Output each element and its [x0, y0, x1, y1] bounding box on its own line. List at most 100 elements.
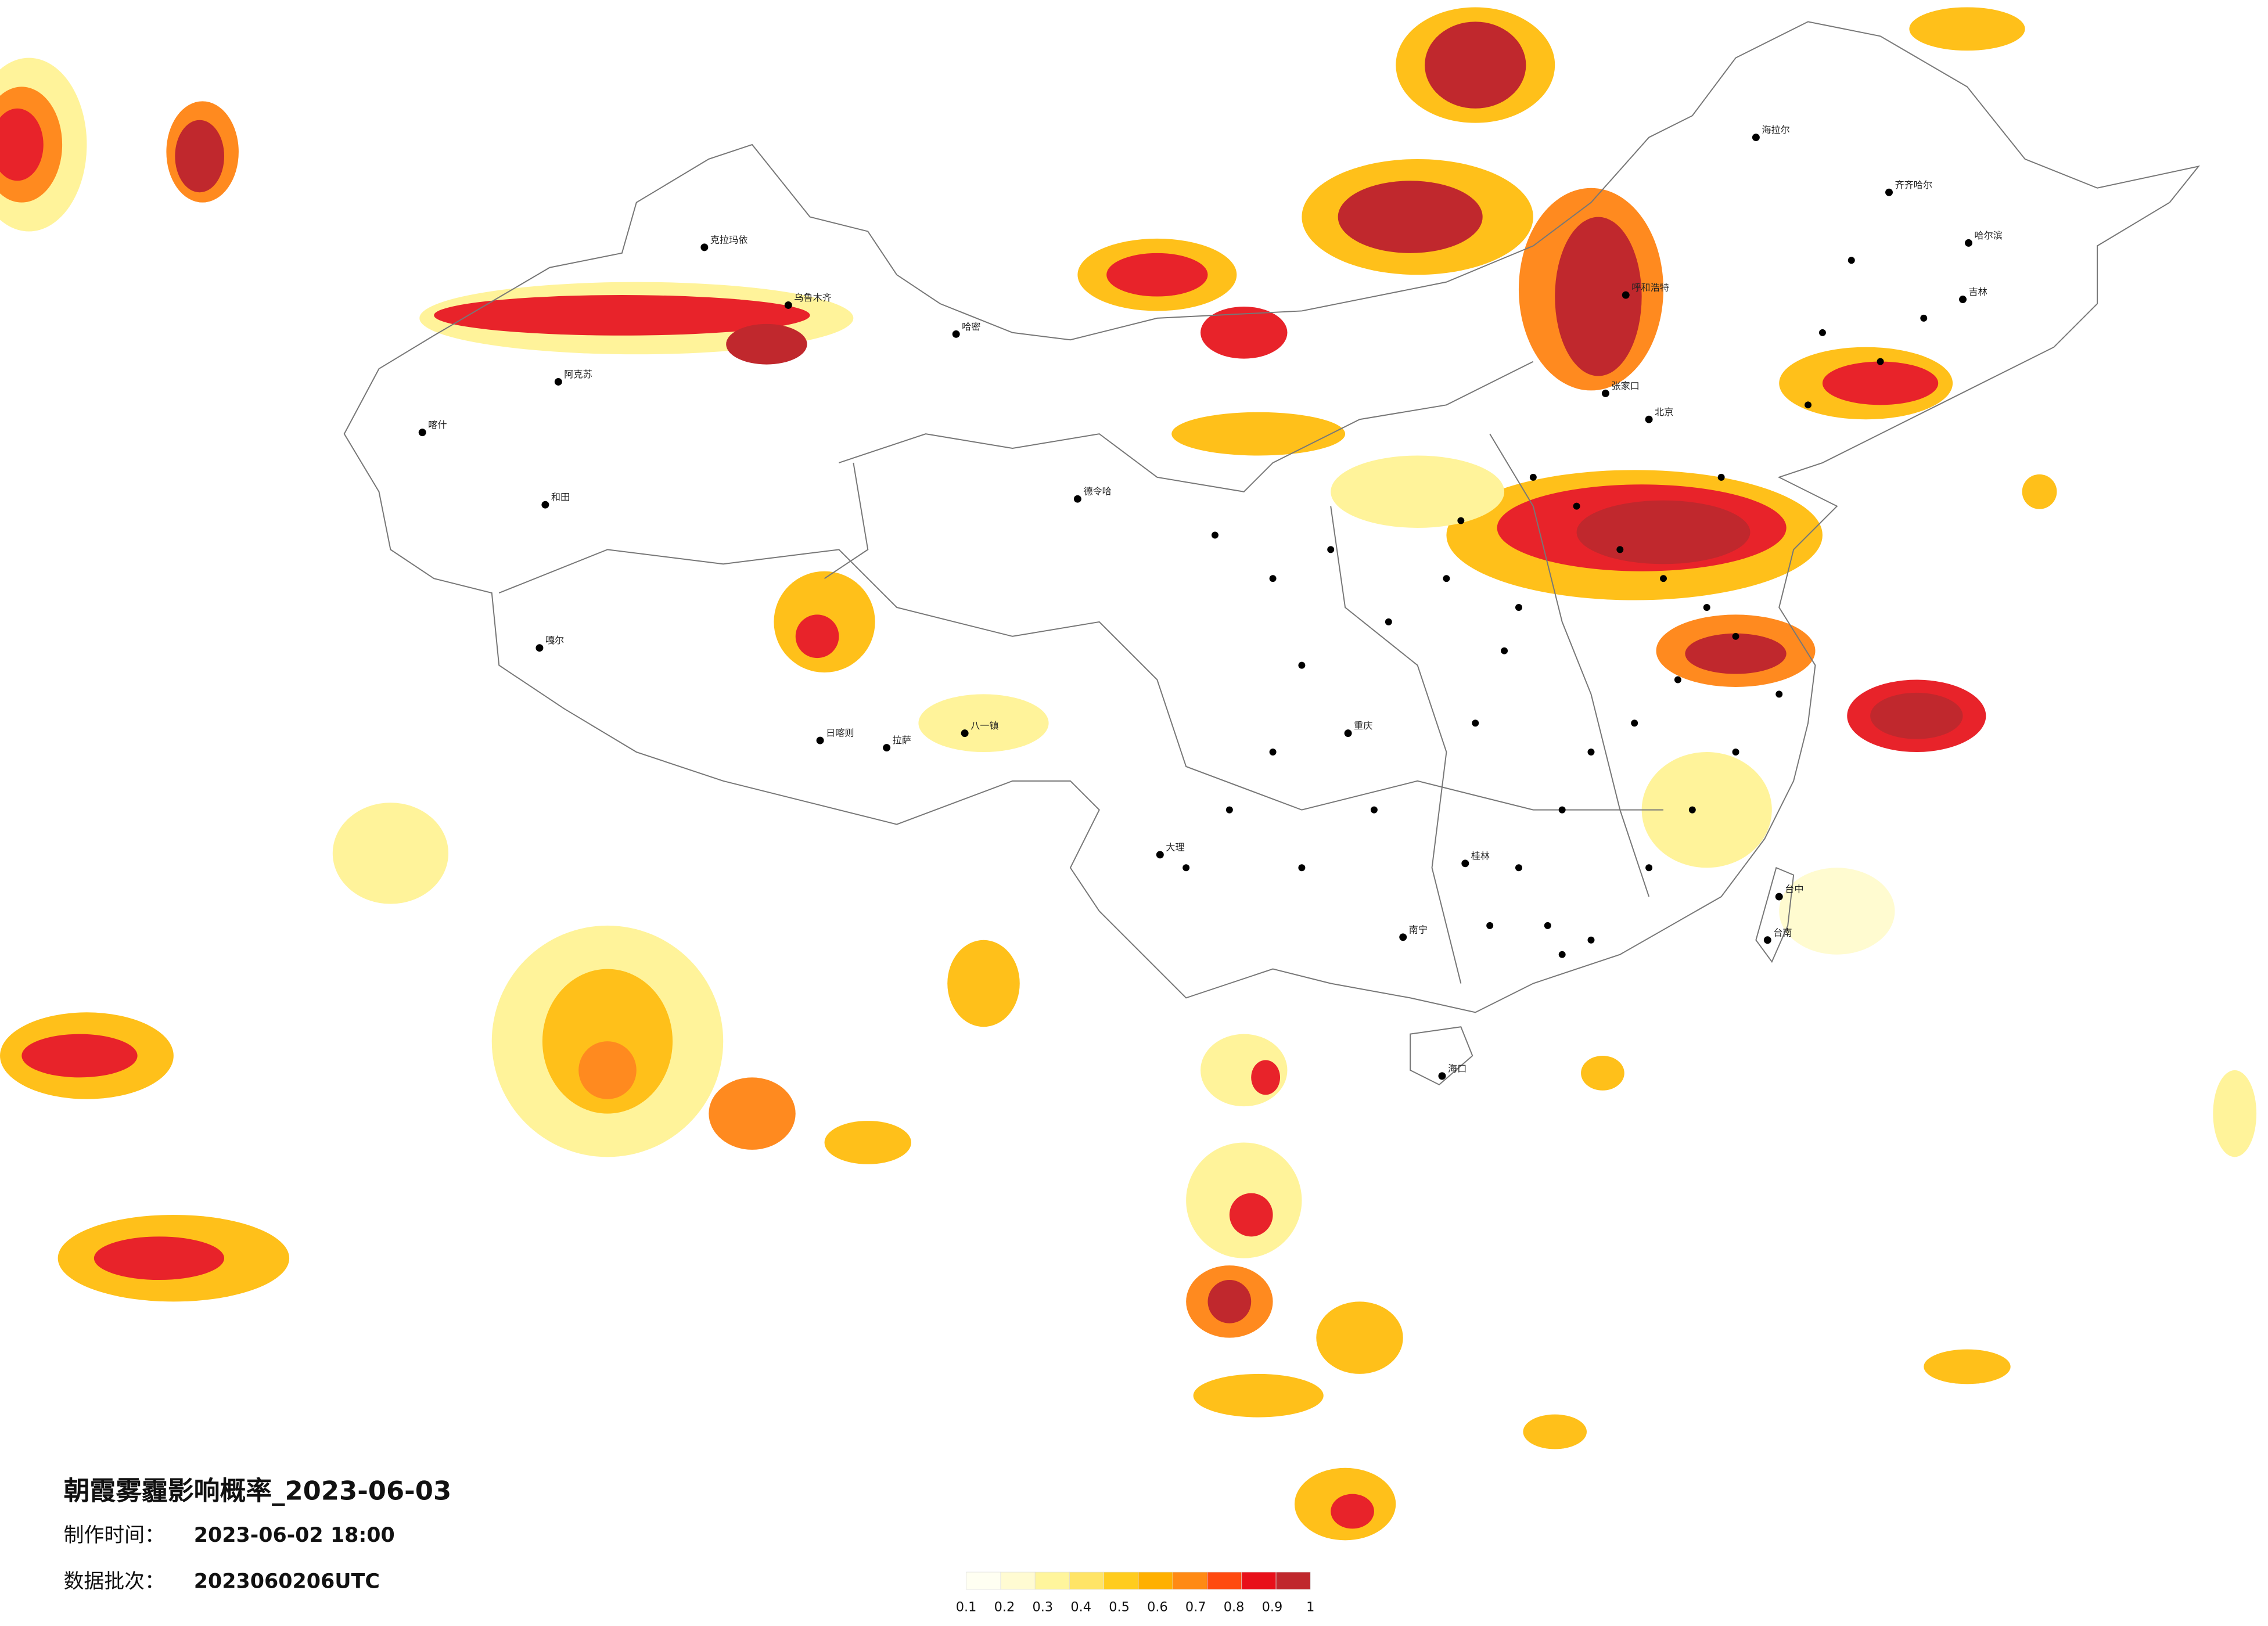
probability-area — [578, 1041, 637, 1099]
probability-area — [1331, 1494, 1374, 1529]
city-dot — [1156, 851, 1164, 859]
probability-area — [1331, 455, 1505, 528]
station-dot — [1515, 864, 1522, 872]
city-dot — [883, 744, 891, 752]
station-dot — [1775, 690, 1783, 698]
probability-area — [1425, 21, 1526, 109]
city-label: 南宁 — [1409, 924, 1428, 935]
city-dot — [1622, 291, 1630, 299]
city-label: 海口 — [1448, 1063, 1467, 1074]
city-label: 阿克苏 — [564, 369, 592, 380]
probability-area — [1338, 181, 1483, 253]
city-dot — [952, 330, 960, 338]
city-label: 桂林 — [1471, 850, 1490, 861]
city-label: 海拉尔 — [1762, 124, 1790, 135]
probability-area — [709, 1077, 796, 1150]
probability-area — [1555, 217, 1642, 376]
station-dot — [1660, 575, 1667, 582]
made-label: 制作时间： — [64, 1524, 165, 1547]
probability-field — [0, 7, 2257, 1541]
probability-area — [1641, 752, 1772, 868]
probability-area — [434, 295, 810, 336]
station-dot — [1558, 951, 1566, 958]
country-outline — [343, 21, 2200, 1013]
province-line — [1330, 506, 1462, 984]
station-dot — [1225, 806, 1233, 814]
station-dot — [1717, 473, 1725, 481]
probability-area — [1316, 1301, 1403, 1374]
station-dot — [1370, 806, 1378, 814]
station-dot — [1920, 314, 1928, 322]
probability-area — [1924, 1349, 2011, 1384]
probability-area — [1870, 692, 1963, 739]
city-label: 八一镇 — [971, 720, 999, 731]
legend-swatch — [1275, 1571, 1311, 1590]
probability-area — [1193, 1373, 1324, 1418]
city-label: 哈尔滨 — [1974, 230, 2003, 241]
legend-tick-label: 0.4 — [1070, 1599, 1091, 1614]
legend-tick-label: 0.3 — [1033, 1599, 1054, 1614]
probability-area — [21, 1034, 138, 1078]
station-dot — [1529, 473, 1537, 481]
legend-tick-label: 0.8 — [1224, 1599, 1245, 1614]
probability-area — [2022, 474, 2057, 509]
city-label: 北京 — [1655, 406, 1673, 418]
city-label: 哈密 — [962, 321, 980, 332]
station-dot — [1269, 749, 1277, 756]
station-dot — [1269, 575, 1277, 582]
province-line — [824, 462, 869, 580]
legend-tick-label: 1 — [1306, 1599, 1314, 1614]
legend: 0.1 0.2 0.3 0.4 0.5 0.6 0.7 0.8 0.9 1 — [956, 1571, 1314, 1614]
legend-swatch — [1172, 1571, 1207, 1590]
station-dot — [1211, 531, 1219, 539]
probability-area — [2213, 1070, 2257, 1157]
city-label: 德令哈 — [1083, 486, 1112, 497]
probability-area — [726, 323, 807, 365]
station-dot — [1327, 546, 1335, 553]
station-dot — [1587, 749, 1595, 756]
station-dot — [1472, 720, 1479, 727]
legend-swatch — [1000, 1571, 1036, 1590]
station-dot — [1688, 806, 1696, 814]
legend-swatch — [966, 1571, 1001, 1590]
legend-swatch — [1241, 1571, 1277, 1590]
city-label: 和田 — [551, 492, 570, 503]
city-label: 呼和浩特 — [1631, 282, 1669, 293]
province-line — [1489, 433, 1650, 897]
probability-area — [1581, 1056, 1624, 1091]
probability-area — [824, 1121, 911, 1164]
probability-area — [1909, 7, 2025, 51]
station-dot — [1385, 618, 1392, 625]
station-dot — [1877, 358, 1884, 365]
made-time: 2023-06-02 18:00 — [194, 1524, 395, 1547]
city-label: 张家口 — [1611, 380, 1640, 391]
legend-swatch — [1104, 1571, 1139, 1590]
station-dot — [1486, 922, 1494, 929]
station-dot — [1805, 401, 1812, 409]
probability-area — [1207, 1280, 1252, 1323]
city-dot — [1959, 296, 1967, 303]
station-dot — [1732, 749, 1739, 756]
probability-area — [1523, 1414, 1587, 1449]
station-dot — [1182, 864, 1190, 872]
probability-area — [1576, 500, 1751, 564]
probability-area — [918, 694, 1049, 753]
legend-swatch — [1069, 1571, 1105, 1590]
station-dot — [1818, 329, 1826, 336]
probability-area — [1171, 412, 1346, 456]
station-dot — [1587, 936, 1595, 944]
probability-area — [1106, 253, 1208, 297]
station-dot — [1298, 864, 1306, 872]
probability-area — [1779, 868, 1895, 955]
legend-tick-label: 0.5 — [1109, 1599, 1130, 1614]
legend-tick-label: 0.1 — [956, 1599, 977, 1614]
probability-area — [0, 108, 44, 181]
probability-area — [1822, 361, 1939, 405]
station-dot — [1558, 806, 1566, 814]
batch: 2023060206UTC — [194, 1570, 380, 1593]
probability-area — [1251, 1060, 1281, 1095]
city-dot — [1601, 389, 1609, 397]
